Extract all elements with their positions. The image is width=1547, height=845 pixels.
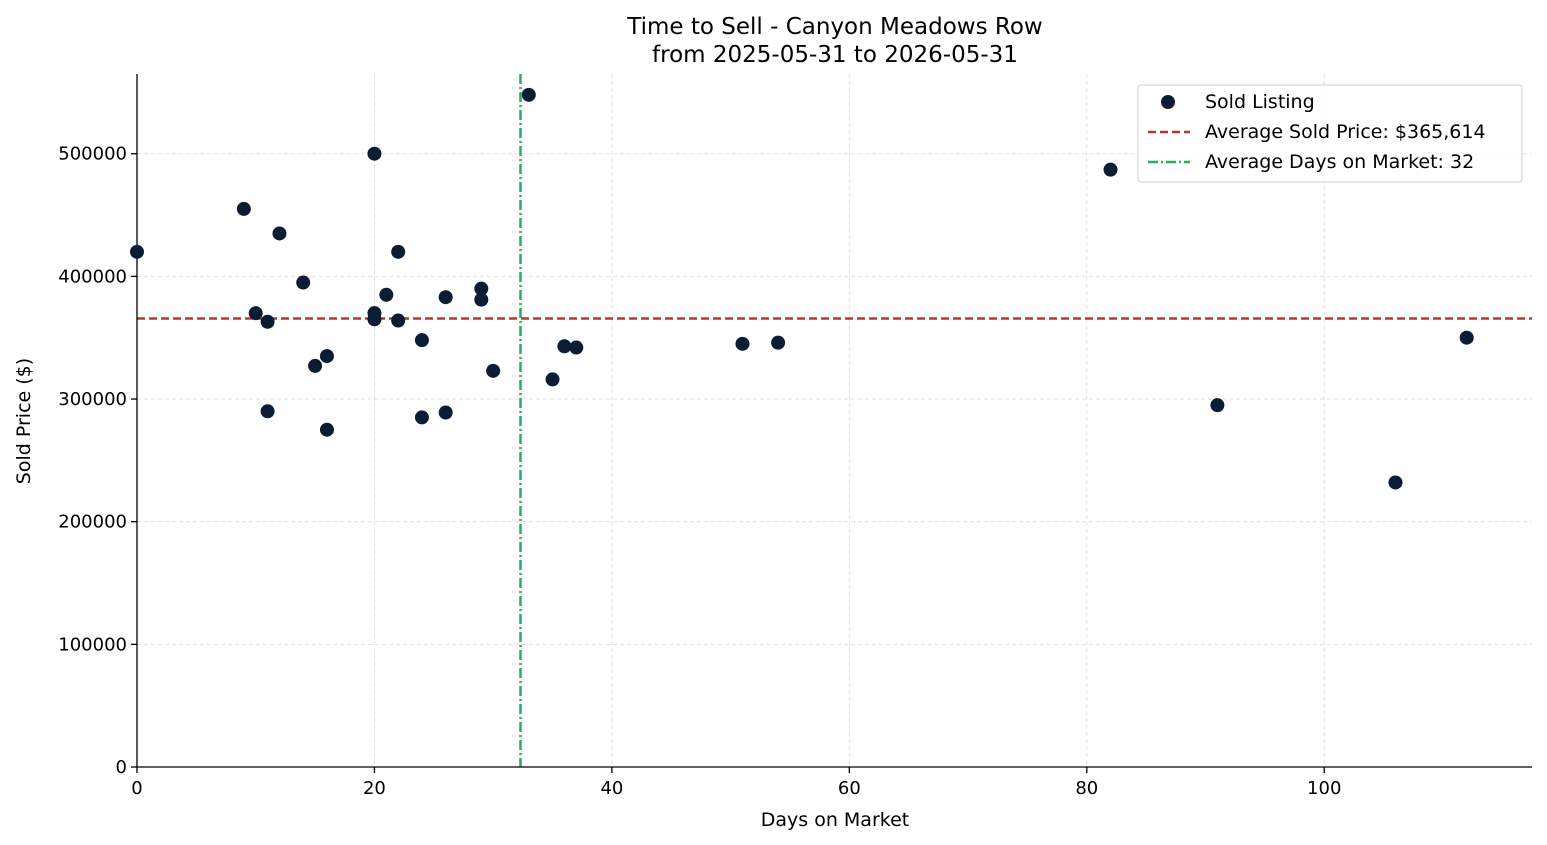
data-point [367, 312, 382, 327]
y-tick-label: 300000 [58, 389, 127, 410]
x-axis-title: Days on Market [761, 809, 909, 831]
legend: Sold Listing Average Sold Price: $365,61… [1137, 84, 1523, 183]
y-tick-label: 100000 [58, 634, 127, 655]
chart-subtitle: from 2025-05-31 to 2026-05-31 [652, 42, 1018, 68]
y-tick-label: 0 [116, 757, 127, 778]
data-point [260, 404, 275, 419]
data-point [474, 281, 489, 296]
data-point [545, 372, 560, 387]
data-point [260, 314, 275, 329]
data-point [248, 306, 263, 321]
data-point [367, 146, 382, 161]
chart-title: Time to Sell - Canyon Meadows Row [626, 14, 1042, 40]
data-point [771, 335, 786, 350]
data-point [1388, 475, 1403, 490]
legend-label-avg-price: Average Sold Price: $365,614 [1205, 121, 1486, 143]
data-point [486, 363, 501, 378]
data-point [272, 226, 287, 241]
x-tick-label: 40 [600, 778, 623, 799]
data-point [438, 405, 453, 420]
data-point [414, 410, 429, 425]
x-tick-label: 100 [1307, 778, 1341, 799]
data-point [474, 292, 489, 307]
data-point [296, 275, 311, 290]
data-point [1459, 330, 1474, 345]
data-point [735, 336, 750, 351]
data-point [557, 339, 572, 354]
data-point [438, 290, 453, 305]
y-tick-label: 200000 [58, 512, 127, 533]
y-tick-label: 500000 [58, 144, 127, 165]
y-axis-title: Sold Price ($) [13, 358, 35, 484]
data-point [130, 244, 144, 259]
x-tick-label: 20 [363, 778, 386, 799]
data-point [236, 201, 251, 216]
legend-label-avg-days: Average Days on Market: 32 [1205, 151, 1474, 173]
data-point [521, 87, 536, 102]
data-point [569, 340, 584, 355]
x-tick-label: 60 [838, 778, 861, 799]
legend-box [1137, 84, 1523, 183]
legend-point-marker [1161, 95, 1175, 109]
data-point [1103, 162, 1118, 177]
data-point [391, 244, 406, 259]
x-tick-label: 0 [131, 778, 142, 799]
y-tick-label: 400000 [58, 266, 127, 287]
data-point [391, 313, 406, 328]
data-point [379, 287, 394, 302]
data-point [308, 358, 323, 373]
x-tick-label: 80 [1075, 778, 1098, 799]
data-point [1210, 398, 1225, 413]
legend-label-sold-listing: Sold Listing [1205, 91, 1315, 113]
data-point [319, 349, 334, 364]
data-points [130, 87, 1474, 490]
axes: 0 20 40 60 80 100 0 100000 200000 300000 400000 500… [58, 74, 1532, 799]
data-point [414, 333, 429, 348]
data-point [319, 422, 334, 437]
